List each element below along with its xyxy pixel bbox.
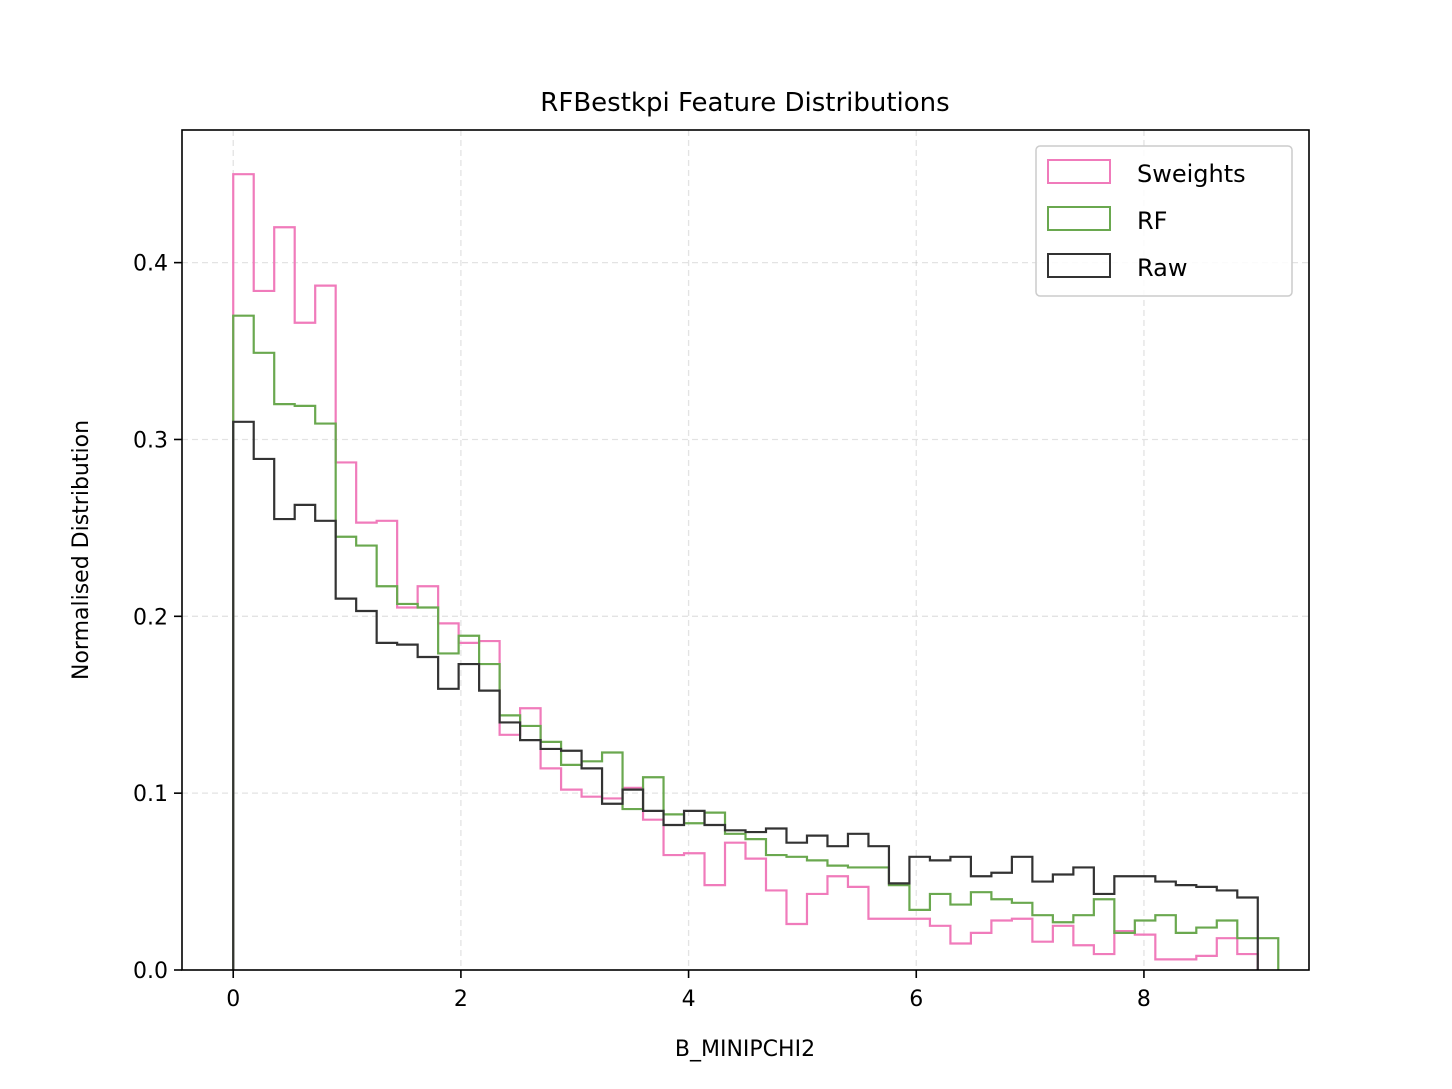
series-layer (232, 173, 1280, 970)
series-rf-step-line (232, 314, 1280, 970)
y-tick-label: 0.2 (133, 605, 168, 630)
x-tick-label: 4 (682, 987, 696, 1012)
legend: Sweights RF Raw (1035, 145, 1293, 297)
chart-title: RFBestkpi Feature Distributions (540, 88, 949, 118)
axis-ticks: 0 2 4 6 8 0.0 0.1 0.2 0.3 0.4 (133, 252, 1151, 1012)
y-tick-label: 0.4 (133, 252, 168, 277)
x-tick-label: 2 (454, 987, 468, 1012)
x-tick-label: 8 (1137, 987, 1151, 1012)
y-axis-label: Normalised Distribution (69, 420, 94, 680)
series-raw-step-line (232, 420, 1259, 970)
legend-label-sweights: Sweights (1137, 160, 1246, 188)
x-axis-label: B_MINIPCHI2 (675, 1037, 815, 1062)
legend-swatch-sweights (1047, 159, 1111, 184)
plot-frame (181, 129, 1310, 971)
series-sweights-step-line (232, 173, 1259, 970)
y-tick-label: 0.0 (133, 959, 168, 984)
y-tick-label: 0.1 (133, 782, 168, 807)
x-tick-label: 0 (226, 987, 240, 1012)
legend-label-raw: Raw (1137, 254, 1187, 282)
legend-swatch-raw (1047, 253, 1111, 278)
x-tick-label: 6 (909, 987, 923, 1012)
legend-swatch-rf (1047, 206, 1111, 231)
y-tick-label: 0.3 (133, 428, 168, 453)
legend-label-rf: RF (1137, 207, 1167, 235)
